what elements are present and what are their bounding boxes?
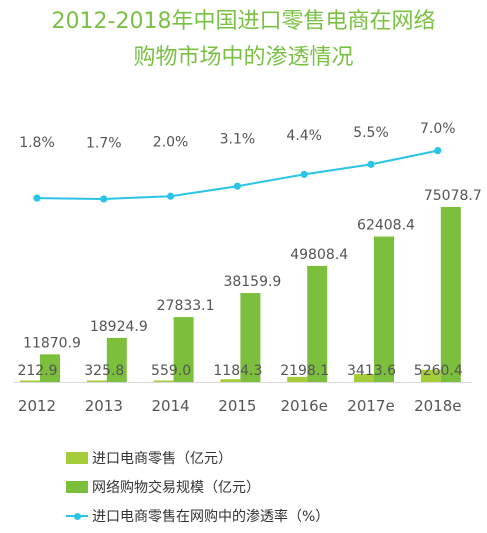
- x-tick-2016e: 2016e: [280, 397, 327, 415]
- x-tick-2013: 2013: [85, 397, 123, 415]
- label-online-shopping-2017e: 62408.4: [357, 218, 415, 234]
- label-penetration-rate-2012: 1.8%: [19, 135, 55, 151]
- legend-swatch-import-retail: [66, 452, 88, 464]
- label-online-shopping-2016e: 49808.4: [290, 247, 348, 263]
- label-penetration-rate-2018e: 7.0%: [420, 121, 456, 137]
- bar-online-shopping-2015: [240, 293, 261, 382]
- x-tick-2012: 2012: [18, 397, 56, 415]
- label-penetration-rate-2013: 1.7%: [86, 135, 122, 151]
- label-penetration-rate-2017e: 5.5%: [353, 125, 389, 141]
- label-import-retail-2018e: 5260.4: [414, 363, 463, 379]
- bar-import-retail-2017e: [354, 374, 374, 382]
- bar-import-retail-2016e: [287, 376, 308, 382]
- point-penetration-rate-2016e: [300, 170, 308, 178]
- x-tick-2018e: 2018e: [414, 397, 461, 415]
- bar-online-shopping-2017e: [374, 236, 394, 382]
- legend-label-import-retail: 进口电商零售（亿元）: [92, 451, 232, 467]
- bar-online-shopping-2012: [40, 354, 60, 382]
- legend-label-penetration-rate: 进口电商零售在网购中的渗透率（%）: [92, 509, 330, 525]
- chart-title-line1: 2012-2018年中国进口零售电商在网络: [51, 9, 436, 34]
- label-online-shopping-2012: 11870.9: [23, 335, 81, 351]
- label-online-shopping-2013: 18924.9: [90, 319, 148, 335]
- bar-online-shopping-2016e: [307, 265, 328, 382]
- point-penetration-rate-2014: [167, 192, 175, 200]
- label-import-retail-2017e: 3413.6: [347, 363, 396, 379]
- legend-marker-penetration-rate: [74, 513, 81, 520]
- point-penetration-rate-2012: [33, 194, 41, 202]
- bar-import-retail-2012: [20, 380, 40, 382]
- bar-online-shopping-2014: [173, 317, 194, 382]
- bar-import-retail-2018e: [420, 369, 441, 382]
- label-penetration-rate-2016e: 4.4%: [286, 128, 322, 144]
- label-online-shopping-2014: 27833.1: [157, 298, 215, 314]
- legend-label-online-shopping: 网络购物交易规模（亿元）: [92, 480, 260, 496]
- label-penetration-rate-2014: 2.0%: [153, 134, 189, 150]
- label-import-retail-2014: 559.0: [151, 363, 191, 379]
- x-tick-2015: 2015: [218, 397, 256, 415]
- bar-online-shopping-2013: [106, 337, 127, 382]
- label-penetration-rate-2015: 3.1%: [220, 131, 256, 147]
- chart-plot: 11870.9 212.9 2012 18924.9 325.8 2013 27833.1 5…: [14, 121, 482, 415]
- point-penetration-rate-2017e: [367, 160, 375, 168]
- label-import-retail-2013: 325.8: [84, 363, 124, 379]
- label-online-shopping-2015: 38159.9: [223, 274, 281, 290]
- x-tick-2017e: 2017e: [347, 397, 394, 415]
- point-penetration-rate-2015: [233, 182, 241, 190]
- point-penetration-rate-2018e: [434, 147, 442, 155]
- label-import-retail-2015: 1184.3: [213, 363, 262, 379]
- chart-title-line2: 购物市场中的渗透情况: [133, 45, 354, 70]
- bar-import-retail-2013: [86, 380, 107, 382]
- chart-title: 2012-2018年中国进口零售电商在网络 购物市场中的渗透情况: [0, 4, 487, 76]
- bar-online-shopping-2018e: [440, 207, 461, 382]
- label-import-retail-2012: 212.9: [17, 363, 57, 379]
- legend-swatch-online-shopping: [66, 481, 88, 493]
- label-online-shopping-2018e: 75078.7: [424, 188, 482, 204]
- bar-import-retail-2014: [153, 380, 174, 382]
- point-penetration-rate-2013: [100, 195, 108, 203]
- x-tick-2014: 2014: [152, 397, 190, 415]
- line-penetration-rate: [36, 149, 439, 200]
- bar-import-retail-2015: [220, 379, 241, 382]
- label-import-retail-2016e: 2198.1: [280, 363, 329, 379]
